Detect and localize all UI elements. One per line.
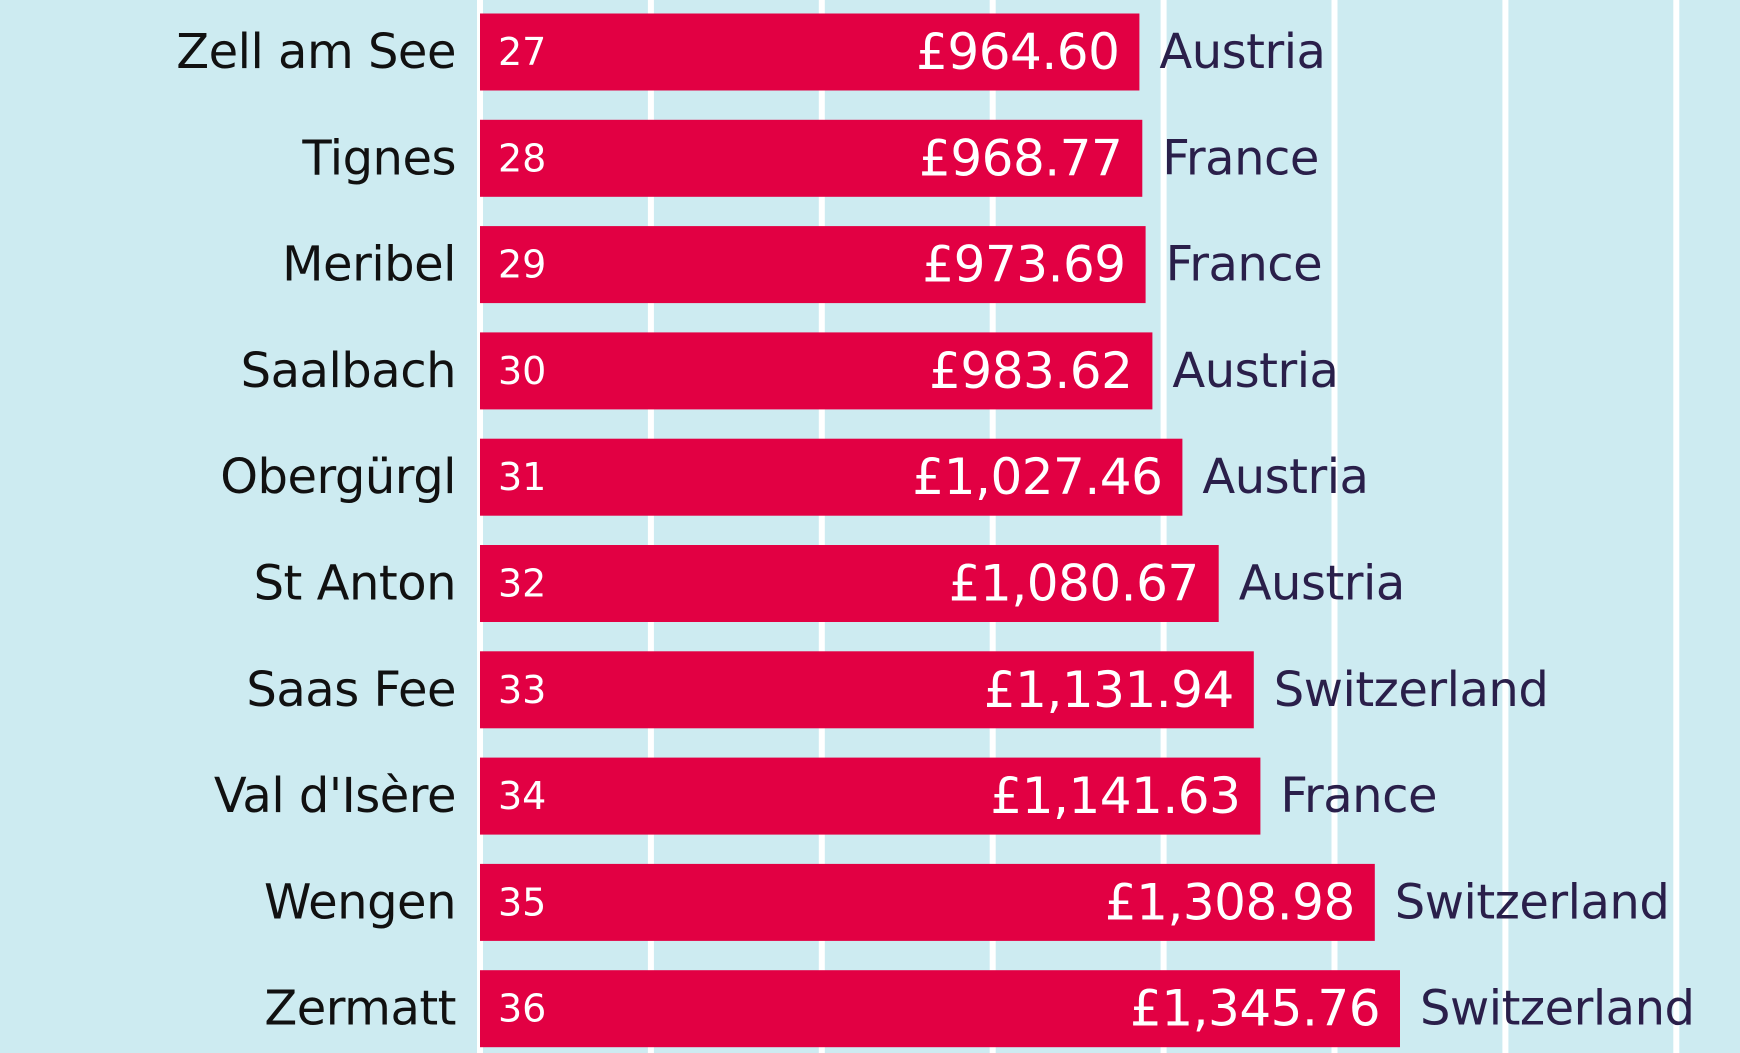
- country-label: Switzerland: [1395, 874, 1669, 930]
- bar: [480, 863, 1375, 941]
- country-label: Switzerland: [1420, 981, 1694, 1037]
- bar: [480, 545, 1219, 622]
- country-label: France: [1166, 237, 1323, 293]
- rank-label: 36: [498, 987, 546, 1031]
- resort-label: Zermatt: [264, 981, 456, 1037]
- gridline: [989, 0, 996, 1053]
- resort-label: Tignes: [301, 130, 456, 186]
- gridline: [477, 0, 483, 1053]
- value-label: £1,080.67: [949, 555, 1199, 613]
- value-label: £968.77: [919, 129, 1122, 187]
- bar: [480, 970, 1400, 1048]
- bar: [480, 332, 1153, 410]
- rank-label: 35: [498, 880, 546, 924]
- bar: [480, 438, 1183, 516]
- resort-label: Saas Fee: [246, 662, 456, 718]
- gridline: [1331, 0, 1338, 1053]
- value-label: £1,308.98: [1105, 873, 1355, 931]
- country-label: Switzerland: [1274, 662, 1548, 718]
- resort-label: Val d'Isère: [214, 768, 456, 824]
- rank-label: 27: [498, 30, 546, 74]
- gridline: [1160, 0, 1167, 1053]
- rank-label: 32: [498, 562, 546, 606]
- resort-label: St Anton: [254, 556, 456, 612]
- value-label: £1,345.76: [1130, 980, 1380, 1038]
- bar: [480, 13, 1140, 91]
- chart-row: Wengen 35 £1,308.98 Switzerland: [264, 863, 1670, 941]
- chart-row: Meribel 29 £973.69 France: [282, 226, 1323, 304]
- resort-label: Meribel: [282, 237, 456, 293]
- resort-label: Wengen: [264, 874, 456, 930]
- gridline: [818, 0, 825, 1053]
- bar: [480, 757, 1261, 835]
- rank-label: 28: [498, 136, 546, 180]
- country-label: Austria: [1159, 24, 1325, 80]
- value-label: £1,141.63: [990, 767, 1240, 825]
- country-label: France: [1280, 768, 1437, 824]
- rank-label: 31: [498, 455, 546, 499]
- gridline: [647, 0, 654, 1053]
- rank-label: 33: [498, 668, 546, 712]
- chart-row: Saas Fee 33 £1,131.94 Switzerland: [246, 651, 1549, 729]
- value-label: £983.62: [929, 342, 1132, 400]
- gridline: [1502, 0, 1509, 1053]
- rank-label: 34: [498, 774, 546, 818]
- bar: [480, 119, 1143, 197]
- country-label: Austria: [1239, 556, 1405, 612]
- bar: [480, 226, 1146, 304]
- resort-label: Zell am See: [176, 24, 456, 80]
- value-label: £1,131.94: [984, 661, 1234, 719]
- gridlines: [477, 0, 1680, 1053]
- gridline: [1673, 0, 1680, 1053]
- chart-row: Saalbach 30 £983.62 Austria: [241, 332, 1339, 410]
- resort-label: Obergürgl: [220, 449, 456, 505]
- value-label: £1,027.46: [912, 448, 1162, 506]
- value-label: £973.69: [922, 236, 1125, 294]
- country-label: Austria: [1202, 449, 1368, 505]
- chart-row: Val d'Isère 34 £1,141.63 France: [214, 757, 1438, 835]
- value-label: £964.60: [916, 23, 1119, 81]
- resort-label: Saalbach: [241, 343, 456, 399]
- rank-label: 30: [498, 349, 546, 393]
- country-label: Austria: [1172, 343, 1338, 399]
- chart-row: Obergürgl 31 £1,027.46 Austria: [220, 438, 1369, 516]
- rank-label: 29: [498, 243, 546, 287]
- chart-row: Zell am See 27 £964.60 Austria: [176, 13, 1326, 91]
- chart-row: St Anton 32 £1,080.67 Austria: [254, 545, 1405, 622]
- chart-row: Zermatt 36 £1,345.76 Switzerland: [264, 970, 1695, 1048]
- bar: [480, 651, 1254, 729]
- chart-row: Tignes 28 £968.77 France: [301, 119, 1319, 197]
- chart-rows: Zell am See 27 £964.60 Austria Tignes 28 £968.…: [176, 13, 1695, 1048]
- country-label: France: [1162, 130, 1319, 186]
